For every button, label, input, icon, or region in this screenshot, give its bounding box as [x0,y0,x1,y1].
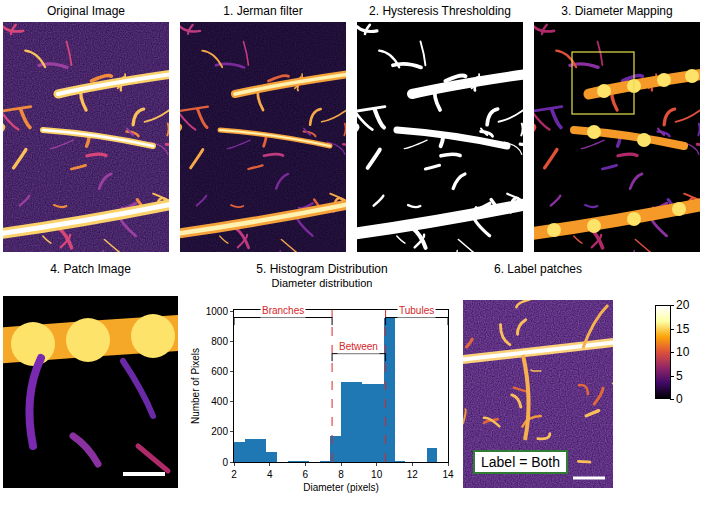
svg-text:400: 400 [211,396,228,407]
html-text:1. Jerman filter: 1. Jerman filter [223,4,303,18]
svg-text:0: 0 [222,457,228,468]
html-text:Original Image: Original Image [47,4,125,18]
html-text:15: 15 [676,321,690,336]
svg-text:12: 12 [407,469,419,480]
html-text:4. Patch Image: 4. Patch Image [50,262,131,276]
svg-text:Tubules: Tubules [399,305,434,316]
svg-text:800: 800 [211,336,228,347]
svg-text:Diameter distribution: Diameter distribution [272,277,373,289]
svg-text:Number of Pixels: Number of Pixels [190,348,201,424]
svg-text:8: 8 [338,469,344,480]
html-text:5: 5 [676,368,683,383]
svg-text:Branches: Branches [262,305,304,316]
html-text:5. Histogram Distribution: 5. Histogram Distribution [256,262,388,276]
html-text:0: 0 [676,392,683,406]
html-text:20: 20 [676,298,690,312]
svg-text:600: 600 [211,366,228,377]
svg-text:10: 10 [371,469,383,480]
html-text:Label = Both: Label = Both [481,454,560,470]
svg-text:200: 200 [211,426,228,437]
svg-text:2: 2 [231,469,237,480]
svg-text:1000: 1000 [206,306,229,317]
svg-text:14: 14 [442,469,454,480]
svg-text:Diameter (pixels): Diameter (pixels) [303,482,379,493]
svg-text:4: 4 [267,469,273,480]
svg-text:6: 6 [303,469,309,480]
html-text:6. Label patches: 6. Label patches [494,262,582,276]
html-text:2. Hysteresis Thresholding: 2. Hysteresis Thresholding [369,4,511,18]
svg-text:Between: Between [339,341,378,352]
html-text:10: 10 [676,345,690,359]
html-text:3. Diameter Mapping: 3. Diameter Mapping [561,4,673,18]
